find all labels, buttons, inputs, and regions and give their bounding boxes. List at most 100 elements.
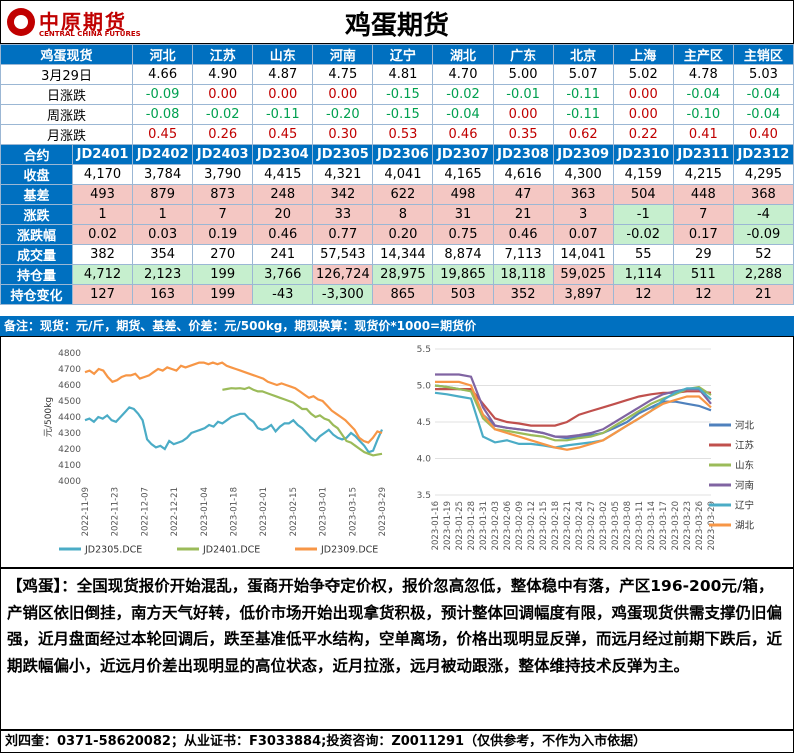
legend-label: 山东 — [735, 460, 754, 472]
y-tick-label: 4100 — [58, 461, 81, 471]
futures-header-contract: JD2308 — [492, 144, 554, 165]
spot-cell: 0.00 — [612, 84, 674, 105]
legend-label: JD2305.DCE — [84, 545, 142, 556]
spot-row-label: 日涨跌 — [0, 84, 134, 105]
spot-row-label: 月涨跌 — [0, 124, 134, 145]
futures-cell: 7 — [192, 204, 254, 225]
spot-cell: -0.15 — [372, 104, 434, 125]
spot-header-label: 鸡蛋现货 — [0, 44, 134, 65]
spot-header-region: 辽宁 — [372, 44, 434, 65]
x-tick-label: 2023-02-21 — [563, 501, 573, 550]
futures-cell: 342 — [312, 184, 374, 205]
futures-cell: 2,123 — [132, 264, 194, 285]
futures-header-contract: JD2309 — [552, 144, 614, 165]
futures-row: 基差 493 879 873 248 342 622 498 47 363 504 448 368 — [0, 184, 794, 205]
x-tick-label: 2023-02-06 — [503, 501, 513, 550]
x-tick-label: 2022-12-07 — [140, 487, 150, 536]
spot-cell: 0.62 — [552, 124, 614, 145]
futures-header-contract: JD2403 — [192, 144, 254, 165]
futures-cell: 3,790 — [192, 164, 254, 185]
x-tick-label: 2023-01-19 — [443, 501, 453, 550]
spot-header-region: 湖北 — [432, 44, 494, 65]
y-tick-label: 4.5 — [417, 418, 431, 428]
futures-cell: 12 — [672, 284, 734, 305]
spot-cell: -0.11 — [552, 104, 614, 125]
futures-header-contract: JD2312 — [732, 144, 794, 165]
futures-cell: 0.17 — [672, 224, 734, 245]
futures-cell: 21 — [732, 284, 794, 305]
x-tick-label: 2023-01-25 — [455, 501, 465, 550]
futures-row: 涨跌幅 0.02 0.03 0.19 0.46 0.77 0.20 0.75 0.46 0.07-… — [0, 224, 794, 245]
spot-cell: 4.78 — [672, 64, 734, 85]
futures-cell: -0.09 — [732, 224, 794, 245]
futures-row: 持仓变化 127 163 199 -43 -3,300 865 503 352 3,897 12 12… — [0, 284, 794, 305]
futures-cell: 241 — [252, 244, 314, 265]
x-tick-label: 2022-12-21 — [170, 487, 180, 536]
futures-cell: 498 — [432, 184, 494, 205]
spot-cell: -0.04 — [732, 84, 794, 105]
futures-row-label: 涨跌幅 — [0, 224, 73, 245]
spot-cell: -0.10 — [672, 104, 734, 125]
futures-cell: 28,975 — [372, 264, 434, 285]
x-tick-label: 2023-02-01 — [259, 487, 269, 536]
spot-cell: 4.90 — [192, 64, 254, 85]
y-tick-label: 4200 — [58, 445, 81, 455]
futures-cell: 14,041 — [552, 244, 614, 265]
spot-cell: -0.11 — [252, 104, 314, 125]
futures-cell: 14,344 — [372, 244, 434, 265]
spot-cell: 0.45 — [252, 124, 314, 145]
spot-row-label: 周涨跌 — [0, 104, 134, 125]
x-tick-label: 2023-02-03 — [491, 501, 501, 550]
futures-cell: 0.03 — [132, 224, 194, 245]
futures-row: 成交量 382 354 270 241 57,543 14,344 8,874 7,113 14,… — [0, 244, 794, 265]
legend-label: 湖北 — [735, 521, 755, 532]
spot-cell: 0.00 — [492, 104, 554, 125]
futures-cell: 4,215 — [672, 164, 734, 185]
x-tick-label: 2022-11-23 — [111, 487, 121, 536]
spot-cell: 0.00 — [252, 84, 314, 105]
futures-header-label: 合约 — [0, 144, 73, 165]
futures-cell: 19,865 — [432, 264, 494, 285]
y-tick-label: 4500 — [58, 397, 81, 407]
futures-row-label: 成交量 — [0, 244, 73, 265]
spot-row: 周涨跌 -0.08 -0.02 -0.11 -0.20 -0.15 -0.04 0.00 -0.… — [0, 104, 794, 125]
x-tick-label: 2023-03-23 — [683, 501, 693, 550]
x-tick-label: 2023-03-11 — [635, 501, 645, 550]
futures-cell: 622 — [372, 184, 434, 205]
spot-cell: 0.45 — [132, 124, 194, 145]
y-tick-label: 4300 — [58, 429, 81, 439]
futures-cell: 33 — [312, 204, 374, 225]
futures-cell: -3,300 — [312, 284, 374, 305]
futures-cell: 363 — [552, 184, 614, 205]
spot-cell: -0.09 — [132, 84, 194, 105]
spot-header-region: 广东 — [492, 44, 554, 65]
legend-label: JD2309.DCE — [320, 545, 378, 556]
spot-cell: 5.00 — [492, 64, 554, 85]
spot-cell: 0.41 — [672, 124, 734, 145]
futures-cell: 1 — [132, 204, 194, 225]
futures-cell: -43 — [252, 284, 314, 305]
y-tick-label: 4400 — [58, 413, 81, 423]
futures-cell: 4,415 — [252, 164, 314, 185]
futures-cell: 865 — [372, 284, 434, 305]
spot-cell: -0.11 — [552, 84, 614, 105]
spot-cell: -0.20 — [312, 104, 374, 125]
spot-cell: 0.00 — [192, 84, 254, 105]
futures-header-contract: JD2306 — [372, 144, 434, 165]
x-tick-label: 2023-03-26 — [695, 501, 705, 550]
futures-cell: 503 — [432, 284, 494, 305]
futures-cell: 879 — [132, 184, 194, 205]
futures-header-contract: JD2401 — [71, 144, 134, 165]
spot-header-region: 主销区 — [732, 44, 794, 65]
futures-cell: 4,170 — [71, 164, 134, 185]
spot-cell: 5.02 — [612, 64, 674, 85]
x-tick-label: 2023-01-31 — [479, 501, 489, 550]
spot-cell: -0.02 — [192, 104, 254, 125]
spot-header-region: 河南 — [312, 44, 374, 65]
futures-row: 收盘 4,170 3,784 3,790 4,415 4,321 4,041 4,165 4,6… — [0, 164, 794, 185]
x-tick-label: 2023-03-01 — [319, 487, 329, 536]
x-tick-label: 2023-01-16 — [431, 501, 441, 550]
futures-header-contract: JD2311 — [672, 144, 734, 165]
spot-cell: 0.40 — [732, 124, 794, 145]
futures-cell: 7 — [672, 204, 734, 225]
